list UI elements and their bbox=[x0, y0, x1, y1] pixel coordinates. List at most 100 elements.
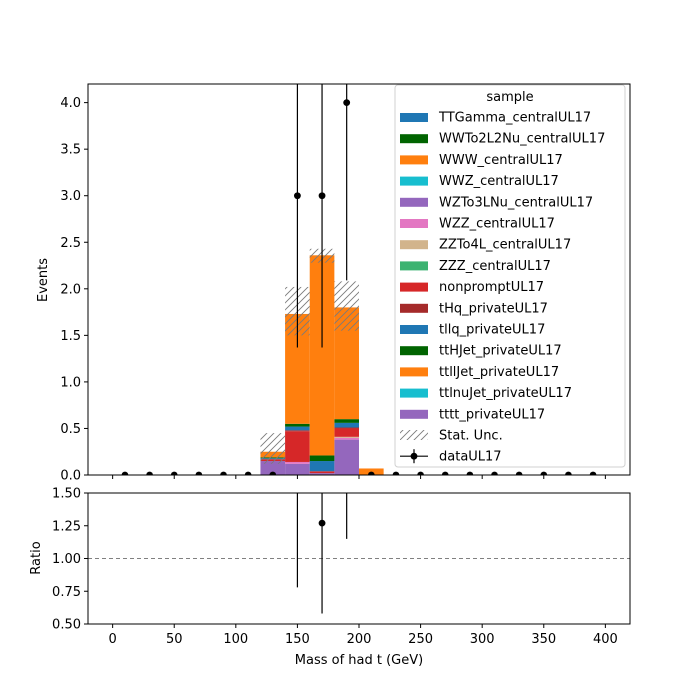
data-point-11 bbox=[392, 471, 400, 475]
main-y-tick-label-1: 0.5 bbox=[60, 422, 81, 437]
legend-label-14: tttt_privateUL17 bbox=[439, 407, 545, 422]
data-point-1 bbox=[146, 471, 153, 475]
legend-label-2: WWW_centralUL17 bbox=[439, 153, 563, 168]
main-y-tick-label-5: 2.5 bbox=[60, 236, 81, 251]
data-point-8 bbox=[318, 192, 326, 200]
legend-label-9: tHq_privateUL17 bbox=[439, 301, 548, 316]
legend-label-4: WZTo3LNu_centralUL17 bbox=[439, 195, 593, 210]
legend-swatch-ZZTo4L_centralUL17 bbox=[400, 240, 428, 250]
ratio-x-tick-label-6: 300 bbox=[470, 632, 495, 647]
main-y-tick-label-2: 1.0 bbox=[60, 375, 81, 390]
ratio-y-tick-label-2: 1.00 bbox=[52, 552, 81, 567]
bar-tHq_privateUL17-bin-9 bbox=[334, 427, 359, 429]
data-point-3 bbox=[195, 471, 203, 475]
ratio-x-tick-label-0: 0 bbox=[108, 632, 116, 647]
bar-ttHJet_privateUL17-bin-7 bbox=[285, 423, 310, 427]
legend-swatch-WWZ_centralUL17 bbox=[400, 176, 428, 186]
main-y-tick-label-8: 4.0 bbox=[60, 96, 81, 111]
legend-data-marker bbox=[410, 452, 418, 460]
bar-ttHJet_privateUL17-bin-8 bbox=[309, 455, 335, 462]
legend-label-15: Stat. Unc. bbox=[439, 429, 503, 444]
ratio-x-tick-label-8: 400 bbox=[593, 632, 618, 647]
ratio-x-tick-label-2: 100 bbox=[223, 632, 248, 647]
ratio-axes-frame bbox=[87, 492, 631, 625]
legend-label-8: nonpromptUL17 bbox=[439, 280, 544, 295]
data-point-2 bbox=[170, 471, 178, 475]
data-point-13 bbox=[441, 471, 449, 475]
legend-swatch-ttlnuJet_privateUL17 bbox=[400, 388, 428, 398]
stat-unc-band-bin-6 bbox=[260, 433, 286, 464]
ratio-x-tick-label-4: 200 bbox=[347, 632, 372, 647]
ratio-x-ticks: 0 50 100 150 200 250 300 350 400 bbox=[108, 624, 618, 647]
legend-swatch-WZTo3LNu_centralUL17 bbox=[400, 197, 428, 207]
legend-label-0: TTGamma_centralUL17 bbox=[438, 111, 591, 126]
bar-nonpromptUL17-bin-9 bbox=[334, 428, 359, 437]
ratio-y-tick-label-3: 1.25 bbox=[52, 519, 81, 534]
legend-swatch-stat-unc bbox=[400, 430, 428, 440]
bar-nonpromptUL17-bin-7 bbox=[285, 431, 310, 462]
legend-label-6: ZZTo4L_centralUL17 bbox=[439, 238, 571, 253]
ratio-y-tick-label-1: 0.75 bbox=[52, 585, 81, 600]
ratio-x-tick-label-7: 350 bbox=[531, 632, 556, 647]
legend-label-16: dataUL17 bbox=[439, 450, 502, 465]
legend-swatch-ttHJet_privateUL17 bbox=[400, 346, 428, 356]
main-x-ticks bbox=[112, 475, 606, 479]
ratio-y-tick-label-4: 1.50 bbox=[52, 487, 81, 502]
data-point-9 bbox=[343, 99, 351, 107]
data-point-5 bbox=[244, 471, 252, 475]
bar-WZZ_centralUL17-bin-7 bbox=[285, 461, 310, 464]
ratio-x-tick-label-5: 250 bbox=[408, 632, 433, 647]
data-point-10 bbox=[367, 471, 375, 475]
data-point-17 bbox=[540, 471, 548, 475]
data-point-18 bbox=[565, 471, 572, 475]
main-panel: 0.0 0.5 1.0 1.5 2.0 2.5 3.0 3.5 4.0 Events sampl… bbox=[36, 83, 631, 484]
bar-tllq_privateUL17-bin-9 bbox=[334, 422, 359, 428]
main-y-axis-label: Events bbox=[36, 258, 51, 302]
legend-title: sample bbox=[486, 90, 533, 105]
data-point-14 bbox=[466, 471, 474, 475]
main-y-tick-label-3: 1.5 bbox=[60, 329, 81, 344]
data-point-4 bbox=[220, 471, 227, 475]
legend-swatch-tHq_privateUL17 bbox=[400, 303, 428, 313]
legend-swatch-tllq_privateUL17 bbox=[400, 325, 428, 334]
data-point-12 bbox=[417, 471, 424, 475]
bar-WZTo3LNu_centralUL17-bin-7 bbox=[285, 463, 310, 475]
x-axis-label: Mass of had t (GeV) bbox=[295, 653, 423, 668]
main-y-tick-label-0: 0.0 bbox=[60, 469, 81, 484]
main-plot-area bbox=[121, 84, 597, 475]
ratio-y-ticks: 0.50 0.75 1.00 1.25 1.50 bbox=[52, 487, 88, 633]
ratio-x-tick-label-3: 150 bbox=[285, 632, 310, 647]
legend-swatch-WWW_centralUL17 bbox=[400, 155, 428, 165]
ratio-plot-area bbox=[88, 493, 630, 614]
bar-ttHJet_privateUL17-bin-9 bbox=[334, 419, 359, 423]
data-point-15 bbox=[491, 471, 498, 475]
ratio-y-tick-label-0: 0.50 bbox=[52, 618, 81, 633]
bar-WZTo3LNu_centralUL17-bin-8 bbox=[309, 473, 335, 475]
data-point-19 bbox=[589, 471, 597, 475]
data-point-0 bbox=[121, 471, 129, 475]
data-point-16 bbox=[515, 471, 523, 475]
bar-ZZTo4L_centralUL17-bin-9 bbox=[334, 436, 359, 438]
bar-WZTo3LNu_centralUL17-bin-9 bbox=[334, 439, 359, 475]
legend-box bbox=[394, 84, 626, 468]
legend-label-13: ttlnuJet_privateUL17 bbox=[439, 386, 572, 401]
legend-label-1: WWTo2L2Nu_centralUL17 bbox=[439, 132, 605, 147]
legend: sample TTGamma_centralUL17 WWTo2L2Nu_centr… bbox=[394, 84, 626, 468]
ratio-point-1 bbox=[318, 519, 326, 527]
ratio-panel: 0 50 100 150 200 250 300 350 400 0.50 0.75 1.00 1.2… bbox=[29, 487, 631, 668]
ratio-y-axis-label: Ratio bbox=[29, 541, 44, 574]
main-y-ticks: 0.0 0.5 1.0 1.5 2.0 2.5 3.0 3.5 4.0 bbox=[60, 96, 88, 484]
legend-swatch-WWTo2L2Nu_centralUL17 bbox=[400, 134, 428, 144]
ratio-x-tick-label-1: 50 bbox=[166, 632, 183, 647]
legend-swatch-WZZ_centralUL17 bbox=[400, 219, 428, 228]
bar-nonpromptUL17-bin-8 bbox=[309, 471, 335, 474]
data-point-6 bbox=[269, 471, 277, 475]
legend-label-12: ttllJet_privateUL17 bbox=[439, 365, 559, 380]
bar-WZZ_centralUL17-bin-9 bbox=[334, 437, 359, 440]
legend-swatch-ttllJet_privateUL17 bbox=[400, 367, 428, 377]
main-y-tick-label-4: 2.0 bbox=[60, 282, 81, 297]
legend-swatch-tttt_privateUL17 bbox=[400, 409, 428, 419]
legend-swatch-TTGamma_centralUL17 bbox=[400, 113, 428, 122]
legend-label-3: WWZ_centralUL17 bbox=[439, 174, 559, 189]
